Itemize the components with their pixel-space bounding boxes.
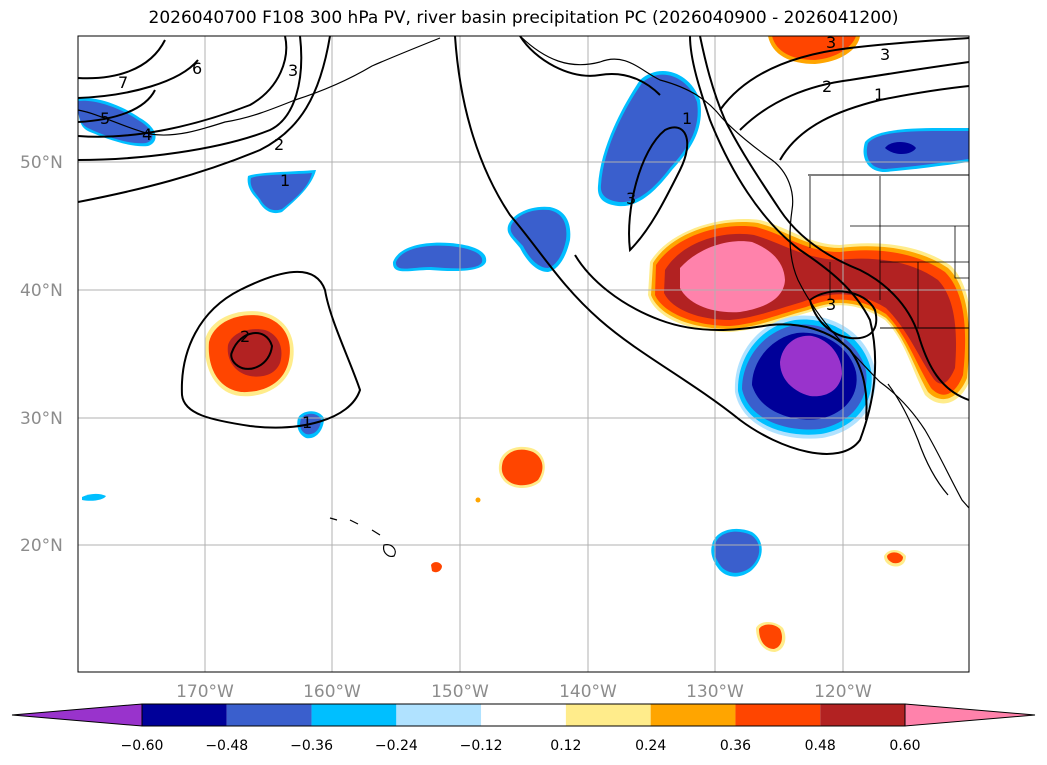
contour-labels: 7 6 3 5 4 2 1 2 1 3 1 3 2 1 3 3 — [100, 33, 890, 432]
gridlines — [78, 36, 969, 672]
state-borders — [809, 176, 969, 328]
contour-line — [628, 126, 689, 253]
colorbar-tick-label: −0.60 — [121, 738, 164, 754]
contour-line — [719, 37, 969, 111]
contour-line — [78, 59, 199, 99]
contour-label: 2 — [240, 327, 250, 346]
map-frame — [77, 35, 970, 673]
colorbar-segment — [820, 704, 905, 726]
lon-label: 150°W — [431, 682, 489, 702]
lon-label: 130°W — [686, 682, 744, 702]
hawaii-islands — [329, 517, 396, 557]
colorbar-tick-label: 0.60 — [889, 738, 920, 754]
contour-line — [78, 36, 303, 161]
contour-line — [78, 89, 156, 123]
colorbar-segment — [481, 704, 566, 726]
contour-label: 3 — [626, 189, 636, 208]
colorbar-labels: −0.60 −0.48 −0.36 −0.24 −0.12 0.12 0.24 0.36 0.4… — [121, 738, 921, 754]
colorbar-tick-label: −0.48 — [205, 738, 248, 754]
lon-label: 140°W — [559, 682, 617, 702]
contour-label: 2 — [822, 77, 832, 96]
contour-line — [699, 36, 969, 401]
colorbar-tick-label: 0.12 — [550, 738, 581, 754]
contour-label: 6 — [192, 59, 202, 78]
colorbar-tick-label: 0.36 — [720, 738, 751, 754]
contour-label: 3 — [880, 45, 890, 64]
contour-line — [739, 61, 969, 131]
colorbar-segment — [735, 704, 821, 726]
colorbar-segment — [396, 704, 482, 726]
latitude-labels: 50°N 40°N 30°N 20°N — [20, 153, 63, 556]
lat-label: 40°N — [20, 281, 63, 301]
contour-line — [519, 36, 661, 96]
map-title: 2026040700 F108 300 hPa PV, river basin … — [148, 8, 899, 28]
colorbar-segment — [650, 704, 736, 726]
contour-line — [574, 254, 868, 421]
contour-label: 1 — [302, 413, 312, 432]
contour-line — [454, 36, 877, 455]
contour-label: 3 — [826, 33, 836, 52]
colorbar-segment — [311, 704, 397, 726]
colorbar — [11, 703, 1036, 727]
contour-line — [78, 39, 166, 80]
colorbar-tick-label: −0.12 — [460, 738, 503, 754]
colorbar-tick-label: −0.36 — [290, 738, 333, 754]
contour-line — [230, 332, 274, 370]
lat-label: 20°N — [20, 536, 63, 556]
contour-label: 1 — [280, 171, 290, 190]
contour-label: 2 — [274, 135, 284, 154]
lon-label: 160°W — [303, 682, 361, 702]
colorbar-tick-label: 0.48 — [805, 738, 836, 754]
colorbar-tick-label: −0.24 — [375, 738, 418, 754]
lon-label: 120°W — [814, 682, 872, 702]
colorbar-segment — [226, 704, 312, 726]
contour-label: 3 — [826, 295, 836, 314]
colorbar-extend-low — [11, 703, 143, 727]
lat-label: 50°N — [20, 153, 63, 173]
baja-california — [887, 383, 949, 496]
contour-label: 4 — [142, 125, 152, 144]
aleutian-islands — [78, 37, 441, 136]
contour-line — [808, 290, 878, 340]
negative-precip-anomalies — [78, 70, 969, 577]
north-america-coast — [519, 36, 969, 509]
lat-label: 30°N — [20, 409, 63, 429]
coastlines — [78, 36, 969, 557]
contour-line — [78, 36, 288, 138]
contour-label: 1 — [682, 109, 692, 128]
contour-label: 7 — [118, 73, 128, 92]
contour-line — [78, 36, 331, 203]
colorbar-segment — [142, 704, 227, 726]
colorbar-segment — [565, 704, 651, 726]
contour-label: 5 — [100, 109, 110, 128]
longitude-labels: 170°W 160°W 150°W 140°W 130°W 120°W — [176, 682, 872, 702]
lon-label: 170°W — [176, 682, 234, 702]
pv-contours — [78, 36, 969, 455]
colorbar-extend-high — [904, 703, 1036, 727]
contour-line — [779, 85, 969, 161]
contour-label: 1 — [874, 85, 884, 104]
contour-line — [180, 270, 362, 429]
colorbar-frame — [141, 703, 906, 727]
positive-precip-anomalies — [204, 36, 969, 652]
contour-label: 3 — [288, 61, 298, 80]
colorbar-tick-label: 0.24 — [635, 738, 666, 754]
